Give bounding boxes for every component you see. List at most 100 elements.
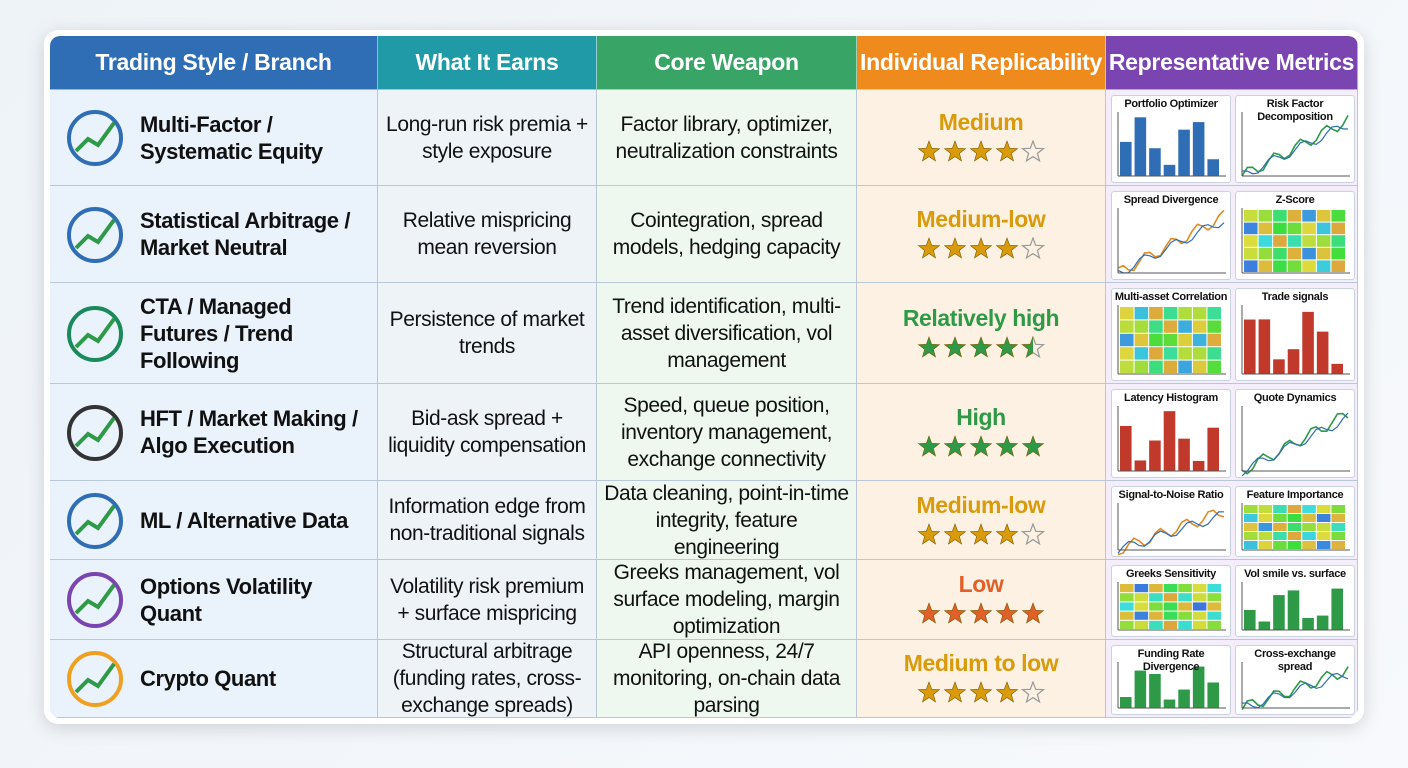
- star: [969, 236, 993, 259]
- star: [943, 522, 967, 545]
- sketch-cell: [1149, 347, 1163, 360]
- metrics-cell: Funding Rate Divergence Cross-exchange sp…: [1106, 640, 1358, 718]
- sketch-cell: [1331, 222, 1345, 235]
- sketch-cell: [1134, 347, 1149, 360]
- sketch-cell: [1120, 584, 1134, 593]
- sketch-cell: [1178, 307, 1192, 320]
- star: [943, 335, 967, 358]
- sketch-cell: [1331, 260, 1345, 272]
- sketch-cell: [1134, 333, 1149, 347]
- sketch-cell: [1302, 514, 1316, 522]
- metric-title: Funding Rate Divergence: [1137, 648, 1205, 673]
- sketch-cell: [1302, 210, 1316, 222]
- sketch-bar: [1192, 666, 1205, 708]
- metric-sketch: [1117, 662, 1226, 709]
- sketch-cell: [1273, 260, 1287, 272]
- weapon: Factor library, optimizer, neutralizatio…: [615, 112, 838, 163]
- sketch-line: [1241, 412, 1349, 477]
- sketch-cell: [1302, 260, 1316, 272]
- sketch-cell: [1302, 235, 1316, 247]
- sketch-cell: [1207, 360, 1221, 373]
- sketch-cell: [1273, 210, 1287, 222]
- sketch-cell: [1134, 593, 1149, 602]
- sketch-cell: [1244, 260, 1258, 272]
- metric-title: Spread Divergence: [1123, 194, 1219, 206]
- sketch-line: [1241, 672, 1349, 709]
- sketch-cell: [1316, 532, 1331, 540]
- sketch-cell: [1149, 620, 1163, 629]
- earns: Relative mispricing mean reversion: [402, 209, 572, 259]
- sketch-bar: [1163, 411, 1176, 471]
- sketch-cell: [1287, 541, 1302, 549]
- star: [917, 335, 941, 358]
- star: [1020, 236, 1046, 259]
- star: [1021, 434, 1045, 457]
- column-header: What It Earns: [378, 36, 597, 90]
- sketch-cell: [1207, 307, 1221, 320]
- sketch-bar: [1258, 621, 1271, 630]
- sketch-bar: [1287, 590, 1300, 630]
- icon-shape: [67, 572, 123, 628]
- icon-shape: [74, 583, 116, 615]
- sketch-cell: [1273, 235, 1287, 247]
- weapon: Greeks management, vol surface modeling,…: [613, 561, 840, 638]
- star: [943, 140, 967, 162]
- sketch-cell: [1302, 541, 1316, 549]
- sketch-cell: [1163, 584, 1178, 593]
- star-rating: [917, 602, 1045, 624]
- sketch-cell: [1149, 320, 1163, 333]
- sketch-bar: [1316, 615, 1329, 630]
- metric-title: Cross-exchange spread: [1254, 648, 1336, 673]
- sketch-cell: [1134, 620, 1149, 629]
- sketch-cell: [1244, 532, 1258, 540]
- sketch-cell: [1287, 222, 1302, 235]
- sketch-cell: [1244, 541, 1258, 549]
- sketch-bar: [1258, 319, 1271, 374]
- icon-shape: [67, 110, 123, 166]
- sketch-cell: [1302, 247, 1316, 260]
- star: [943, 681, 967, 703]
- sketch-bar: [1149, 673, 1161, 708]
- metric-panel: Spread Divergence: [1111, 191, 1231, 280]
- star: [917, 522, 941, 545]
- metric-panel: Portfolio Optimizer: [1111, 95, 1231, 183]
- sketch-cell: [1134, 584, 1149, 593]
- icon-shape: [74, 662, 116, 694]
- style-cell: HFT / Market Making / Algo Execution: [50, 384, 378, 481]
- sketch-bar: [1244, 319, 1256, 374]
- earns: Information edge from non-traditional si…: [388, 495, 586, 545]
- sketch-bar: [1273, 595, 1285, 630]
- sketch-bar: [1120, 425, 1132, 471]
- sketch-cell: [1316, 222, 1331, 235]
- sketch-bar: [1163, 699, 1176, 708]
- star-rating: [917, 140, 1046, 163]
- sketch-cell: [1273, 541, 1287, 549]
- replicability-label: Medium-low: [916, 491, 1046, 518]
- style-cell: Statistical Arbitrage / Market Neutral: [50, 186, 378, 283]
- sketch-cell: [1258, 247, 1273, 260]
- star: [995, 236, 1019, 259]
- sketch-cell: [1244, 247, 1258, 260]
- sketch-cell: [1207, 347, 1221, 360]
- metric-title: Vol smile vs. surface: [1244, 568, 1346, 580]
- sketch-cell: [1192, 320, 1207, 333]
- style-name: Crypto Quant: [140, 666, 276, 691]
- metric-panel: Feature Importance: [1235, 486, 1355, 557]
- star: [1022, 335, 1033, 358]
- icon-shape: [67, 206, 123, 263]
- sketch-bar: [1316, 331, 1329, 374]
- star-rating: [917, 236, 1046, 259]
- star: [1020, 522, 1046, 545]
- icon-shape: [74, 317, 116, 348]
- earns: Structural arbitrage (funding rates, cro…: [392, 640, 582, 717]
- replicability-cell: Medium-low: [857, 481, 1106, 560]
- star: [995, 335, 1019, 358]
- star: [995, 522, 1019, 545]
- icon: [67, 404, 123, 461]
- icon-shape: [67, 305, 123, 362]
- sketch-line: [1241, 115, 1349, 177]
- star: [943, 602, 967, 624]
- sketch-cell: [1273, 222, 1287, 235]
- weapon: Speed, queue position, inventory managem…: [620, 393, 833, 471]
